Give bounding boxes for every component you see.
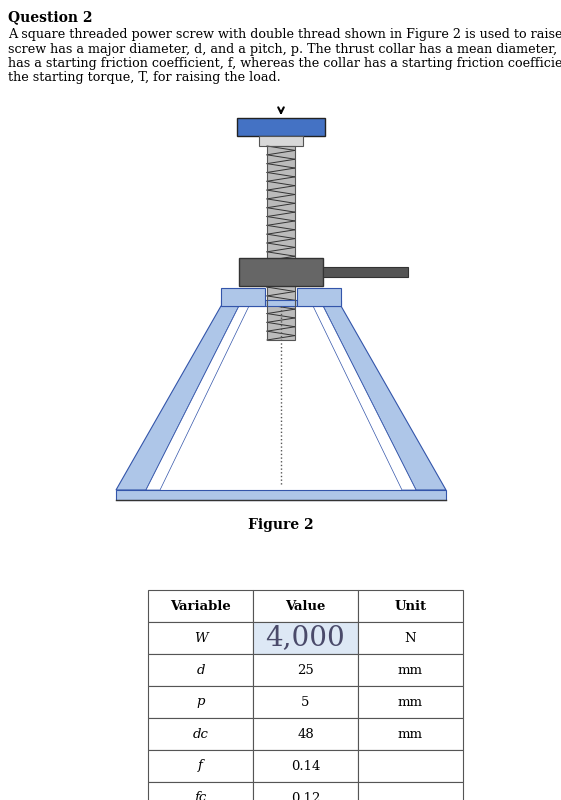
Text: f: f: [198, 759, 203, 773]
Bar: [237, 118, 325, 136]
Bar: [148, 750, 253, 782]
Bar: [259, 136, 303, 146]
Bar: [148, 686, 253, 718]
Bar: [253, 782, 358, 800]
Bar: [358, 622, 463, 654]
Text: has a starting friction coefficient, f, whereas the collar has a starting fricti: has a starting friction coefficient, f, …: [8, 57, 561, 70]
Bar: [253, 718, 358, 750]
Bar: [267, 146, 295, 340]
Text: 4,000: 4,000: [265, 625, 346, 651]
Bar: [148, 622, 253, 654]
Text: Figure 2: Figure 2: [248, 518, 314, 532]
Text: mm: mm: [398, 727, 423, 741]
Text: mm: mm: [398, 663, 423, 677]
Polygon shape: [323, 306, 446, 490]
Bar: [148, 718, 253, 750]
Bar: [358, 654, 463, 686]
Text: 0.14: 0.14: [291, 759, 320, 773]
Bar: [148, 590, 253, 622]
Bar: [239, 258, 323, 286]
Text: p: p: [196, 695, 205, 709]
Text: Value: Value: [286, 599, 326, 613]
Text: the starting torque, T, for raising the load.: the starting torque, T, for raising the …: [8, 71, 280, 85]
Polygon shape: [313, 306, 416, 490]
Text: A square threaded power screw with double thread shown in Figure 2 is used to ra: A square threaded power screw with doubl…: [8, 28, 561, 41]
Text: 0.12: 0.12: [291, 791, 320, 800]
Text: screw has a major diameter, d, and a pitch, p. The thrust collar has a mean diam: screw has a major diameter, d, and a pit…: [8, 42, 561, 55]
Bar: [253, 686, 358, 718]
Text: mm: mm: [398, 695, 423, 709]
Polygon shape: [146, 306, 249, 490]
Text: fc: fc: [194, 791, 206, 800]
Text: Variable: Variable: [170, 599, 231, 613]
Text: Question 2: Question 2: [8, 10, 93, 24]
Bar: [358, 686, 463, 718]
Text: N: N: [404, 631, 416, 645]
Bar: [253, 622, 358, 654]
Text: 5: 5: [301, 695, 310, 709]
Bar: [323, 267, 408, 277]
Bar: [297, 288, 341, 306]
Bar: [358, 718, 463, 750]
Bar: [267, 146, 295, 340]
Bar: [358, 750, 463, 782]
Text: d: d: [196, 663, 205, 677]
Bar: [358, 782, 463, 800]
Text: 25: 25: [297, 663, 314, 677]
Bar: [358, 590, 463, 622]
Bar: [253, 654, 358, 686]
Text: W: W: [194, 631, 208, 645]
Polygon shape: [116, 306, 239, 490]
Bar: [116, 490, 446, 500]
Bar: [221, 300, 341, 306]
Bar: [253, 750, 358, 782]
Text: 48: 48: [297, 727, 314, 741]
Bar: [148, 782, 253, 800]
Text: dc: dc: [192, 727, 209, 741]
Bar: [148, 654, 253, 686]
Text: Unit: Unit: [394, 599, 426, 613]
Bar: [253, 590, 358, 622]
Bar: [221, 288, 265, 306]
